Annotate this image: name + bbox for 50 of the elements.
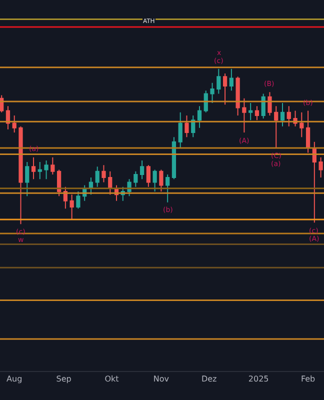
candlestick [254, 106, 260, 121]
candlestick [134, 170, 138, 188]
candlestick [12, 114, 16, 134]
candlestick [178, 112, 182, 149]
candlestick [44, 160, 48, 180]
candlestick [306, 110, 310, 154]
candlestick [242, 98, 246, 134]
candlestick [146, 164, 150, 188]
candlestick [95, 166, 100, 188]
candlestick [50, 156, 55, 175]
candlestick [76, 191, 80, 210]
candlestick [102, 164, 106, 183]
candlestick [159, 169, 164, 192]
candlestick [172, 136, 176, 180]
candlestick [229, 68, 234, 92]
candlestick [140, 160, 144, 180]
candlestick [197, 106, 202, 128]
x-tick-label: Nov [153, 374, 170, 384]
x-tick-label: 2025 [248, 374, 269, 384]
candlestick [280, 102, 285, 127]
x-tick-label: Aug [6, 374, 22, 384]
candlestick [318, 156, 323, 178]
candlestick [25, 162, 30, 197]
candlestick [248, 102, 253, 121]
candlestick [236, 76, 240, 116]
candlestick [268, 92, 272, 116]
candlestick [216, 68, 221, 94]
candlestick [300, 112, 304, 138]
candlestick [312, 141, 316, 224]
x-tick-label: Feb [300, 374, 316, 384]
x-tick-label: Dez [201, 374, 217, 384]
candlestick [70, 194, 74, 220]
candlestick [88, 177, 94, 196]
candlestick [191, 114, 196, 138]
candlestick [108, 170, 112, 196]
candlestick [204, 90, 208, 113]
candlestick [6, 106, 10, 130]
candlestick [38, 162, 42, 180]
candlestick [18, 126, 23, 225]
candlestick [152, 169, 157, 192]
x-tick-label: Okt [104, 374, 119, 384]
candlestick [274, 106, 278, 149]
candlestick [31, 156, 36, 180]
candlestick [286, 106, 291, 127]
candlestick [166, 174, 170, 203]
candlestick [210, 82, 214, 104]
x-tick-label: Sep [56, 374, 72, 384]
candlestick [222, 73, 228, 106]
candlestick [184, 114, 189, 138]
candlestick [261, 93, 266, 120]
